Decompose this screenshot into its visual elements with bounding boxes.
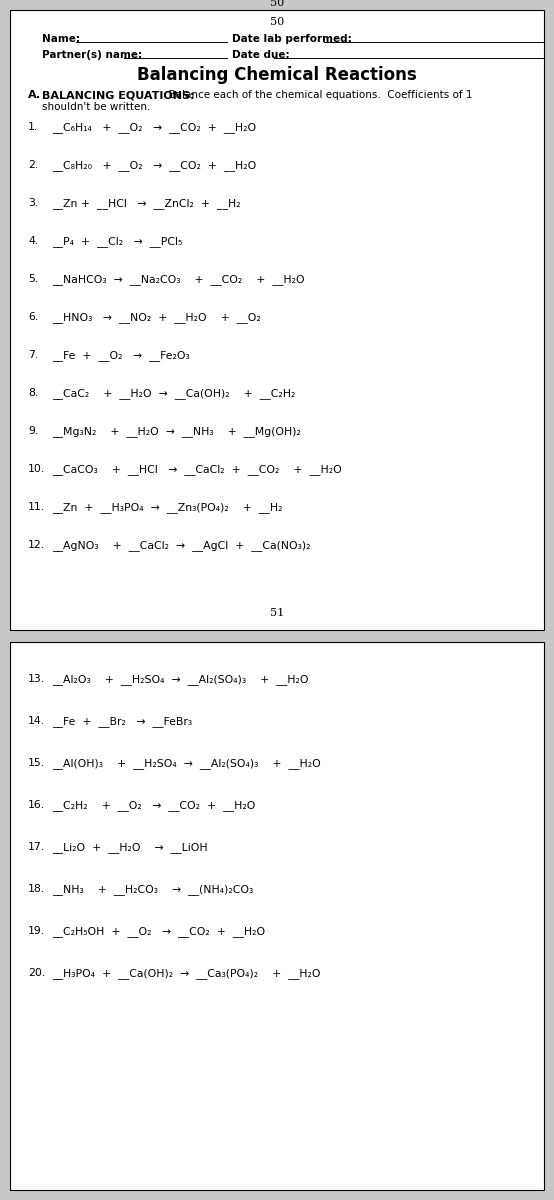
Text: __C₂H₂    +  __O₂   →  __CO₂  +  __H₂O: __C₂H₂ + __O₂ → __CO₂ + __H₂O <box>52 800 255 811</box>
Text: __NaHCO₃  →  __Na₂CO₃    +  __CO₂    +  __H₂O: __NaHCO₃ → __Na₂CO₃ + __CO₂ + __H₂O <box>52 274 305 284</box>
Text: 10.: 10. <box>28 464 45 474</box>
Text: __H₃PO₄  +  __Ca(OH)₂  →  __Ca₃(PO₄)₂    +  __H₂O: __H₃PO₄ + __Ca(OH)₂ → __Ca₃(PO₄)₂ + __H₂… <box>52 968 321 979</box>
Text: 50: 50 <box>270 17 284 26</box>
Text: __Fe  +  __Br₂   →  __FeBr₃: __Fe + __Br₂ → __FeBr₃ <box>52 716 192 727</box>
Text: Date lab performed:: Date lab performed: <box>232 34 352 44</box>
Text: 1.: 1. <box>28 122 38 132</box>
Text: __Al₂O₃    +  __H₂SO₄  →  __Al₂(SO₄)₃    +  __H₂O: __Al₂O₃ + __H₂SO₄ → __Al₂(SO₄)₃ + __H₂O <box>52 674 309 685</box>
Text: __AgNO₃    +  __CaCl₂  →  __AgCl  +  __Ca(NO₃)₂: __AgNO₃ + __CaCl₂ → __AgCl + __Ca(NO₃)₂ <box>52 540 310 551</box>
Text: 13.: 13. <box>28 674 45 684</box>
Text: shouldn't be written.: shouldn't be written. <box>42 102 150 112</box>
Text: __C₂H₅OH  +  __O₂   →  __CO₂  +  __H₂O: __C₂H₅OH + __O₂ → __CO₂ + __H₂O <box>52 926 265 937</box>
Text: __C₈H₂₀   +  __O₂   →  __CO₂  +  __H₂O: __C₈H₂₀ + __O₂ → __CO₂ + __H₂O <box>52 160 257 170</box>
Text: __CaC₂    +  __H₂O  →  __Ca(OH)₂    +  __C₂H₂: __CaC₂ + __H₂O → __Ca(OH)₂ + __C₂H₂ <box>52 388 295 398</box>
Text: __Zn +  __HCl   →  __ZnCl₂  +  __H₂: __Zn + __HCl → __ZnCl₂ + __H₂ <box>52 198 240 209</box>
Text: 2.: 2. <box>28 160 38 170</box>
Text: __Li₂O  +  __H₂O    →  __LiOH: __Li₂O + __H₂O → __LiOH <box>52 842 208 853</box>
Text: __Mg₃N₂    +  __H₂O  →  __NH₃    +  __Mg(OH)₂: __Mg₃N₂ + __H₂O → __NH₃ + __Mg(OH)₂ <box>52 426 301 437</box>
Text: 20.: 20. <box>28 968 45 978</box>
Text: 17.: 17. <box>28 842 45 852</box>
Text: 8.: 8. <box>28 388 38 398</box>
Text: 16.: 16. <box>28 800 45 810</box>
Text: Balance each of the chemical equations.  Coefficients of 1: Balance each of the chemical equations. … <box>162 90 473 100</box>
Text: BALANCING EQUATIONS:: BALANCING EQUATIONS: <box>42 90 194 100</box>
Text: __Al(OH)₃    +  __H₂SO₄  →  __Al₂(SO₄)₃    +  __H₂O: __Al(OH)₃ + __H₂SO₄ → __Al₂(SO₄)₃ + __H₂… <box>52 758 321 769</box>
Text: Date due:: Date due: <box>232 50 290 60</box>
Bar <box>10 642 544 1190</box>
Text: Partner(s) name:: Partner(s) name: <box>42 50 142 60</box>
Text: 7.: 7. <box>28 350 38 360</box>
Text: 19.: 19. <box>28 926 45 936</box>
Text: 9.: 9. <box>28 426 38 436</box>
Text: 18.: 18. <box>28 884 45 894</box>
Text: Name:: Name: <box>42 34 80 44</box>
Text: __Fe  +  __O₂   →  __Fe₂O₃: __Fe + __O₂ → __Fe₂O₃ <box>52 350 190 361</box>
Text: __CaCO₃    +  __HCl   →  __CaCl₂  +  __CO₂    +  __H₂O: __CaCO₃ + __HCl → __CaCl₂ + __CO₂ + __H₂… <box>52 464 342 475</box>
Text: 5.: 5. <box>28 274 38 284</box>
Text: __P₄  +  __Cl₂   →  __PCl₅: __P₄ + __Cl₂ → __PCl₅ <box>52 236 182 247</box>
Text: Balancing Chemical Reactions: Balancing Chemical Reactions <box>137 66 417 84</box>
Text: 50: 50 <box>270 0 284 8</box>
Text: 6.: 6. <box>28 312 38 322</box>
Text: 51: 51 <box>270 608 284 618</box>
Text: 3.: 3. <box>28 198 38 208</box>
Text: 12.: 12. <box>28 540 45 550</box>
Text: 14.: 14. <box>28 716 45 726</box>
Text: __NH₃    +  __H₂CO₃    →  __(NH₄)₂CO₃: __NH₃ + __H₂CO₃ → __(NH₄)₂CO₃ <box>52 884 253 895</box>
Text: __C₆H₁₄   +  __O₂   →  __CO₂  +  __H₂O: __C₆H₁₄ + __O₂ → __CO₂ + __H₂O <box>52 122 256 133</box>
Text: __HNO₃   →  __NO₂  +  __H₂O    +  __O₂: __HNO₃ → __NO₂ + __H₂O + __O₂ <box>52 312 261 323</box>
Text: 4.: 4. <box>28 236 38 246</box>
Text: __Zn  +  __H₃PO₄  →  __Zn₃(PO₄)₂    +  __H₂: __Zn + __H₃PO₄ → __Zn₃(PO₄)₂ + __H₂ <box>52 502 283 512</box>
Text: 15.: 15. <box>28 758 45 768</box>
Bar <box>10 10 544 630</box>
Text: 11.: 11. <box>28 502 45 512</box>
Text: A.: A. <box>28 90 41 100</box>
